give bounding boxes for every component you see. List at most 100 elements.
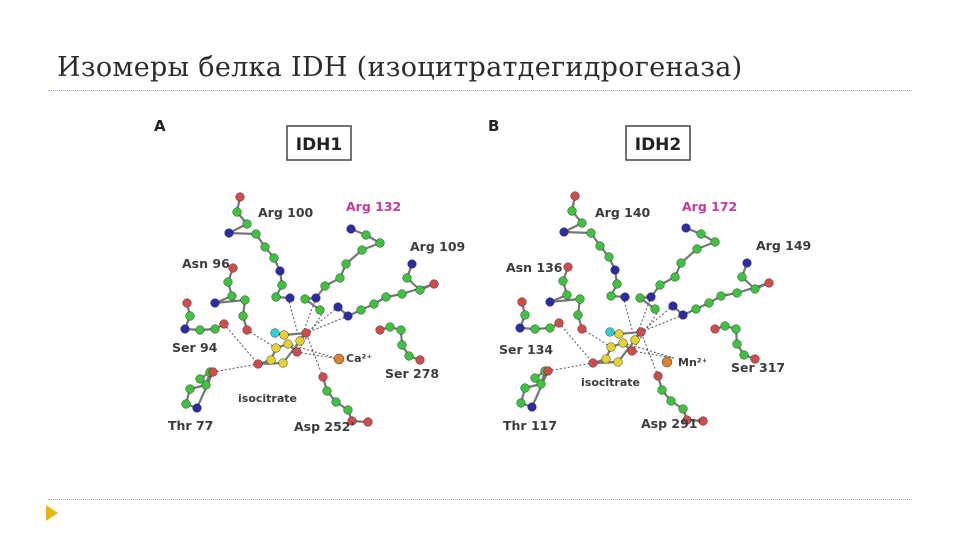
atom (279, 330, 289, 340)
atom (710, 237, 720, 247)
covalent-bond (282, 340, 301, 364)
panel-a-molecule (180, 192, 439, 427)
atom (361, 230, 371, 240)
panel-a: A IDH1 Arg 100 Arg 132 Arg 109 Asn 96 Se… (154, 117, 465, 434)
atom (520, 383, 530, 393)
hydrogen-bond (305, 306, 339, 334)
atom (605, 327, 615, 337)
atom (563, 262, 573, 272)
panel-b-label-arg-a: Arg 140 (595, 205, 651, 220)
atom (333, 353, 345, 365)
atom (530, 324, 540, 334)
panel-b-molecule (515, 191, 774, 426)
atom (240, 295, 250, 305)
atom (402, 273, 412, 283)
panel-b-label-arg-mut: Arg 172 (682, 199, 737, 214)
atom (210, 324, 220, 334)
atom (396, 325, 406, 335)
atom (208, 367, 218, 377)
atom (696, 229, 706, 239)
atom (407, 259, 417, 269)
atom (227, 291, 237, 301)
atom (543, 366, 553, 376)
atom (292, 347, 302, 357)
panel-a-label-asp: Asp 252' (294, 419, 354, 434)
atom (678, 404, 688, 414)
atom (720, 321, 730, 331)
atom (182, 298, 192, 308)
atom (277, 280, 287, 290)
atom (737, 272, 747, 282)
atom (260, 242, 270, 252)
atom (223, 277, 233, 287)
atom (620, 292, 630, 302)
panel-a-label-arg-b: Arg 109 (410, 239, 465, 254)
atom (670, 272, 680, 282)
atom (666, 396, 676, 406)
atom (732, 288, 742, 298)
atom (397, 340, 407, 350)
atom (271, 292, 281, 302)
atom (606, 342, 616, 352)
atom (545, 297, 555, 307)
panel-b-label-asn: Asn 136 (506, 260, 563, 275)
atom (295, 336, 305, 346)
panel-a-label-ser-a: Ser 94 (172, 340, 218, 355)
panel-a-label-asn: Asn 96 (182, 256, 230, 271)
panel-b-label-ser-b: Ser 317 (731, 360, 785, 375)
atom (520, 310, 530, 320)
atom (357, 245, 367, 255)
atom (285, 293, 295, 303)
atom (577, 324, 587, 334)
atom (614, 329, 624, 339)
atom (567, 206, 577, 216)
atom (375, 325, 385, 335)
atom (335, 273, 345, 283)
atom (668, 301, 678, 311)
atom (232, 207, 242, 217)
atom (573, 310, 583, 320)
atom (750, 354, 760, 364)
atom (516, 398, 526, 408)
panel-b-label-ligand: isocitrate (581, 376, 640, 389)
atom (698, 416, 708, 426)
atom (739, 350, 749, 360)
atom (554, 318, 564, 328)
atom (612, 279, 622, 289)
panel-a-enzyme-box (286, 125, 352, 161)
panel-a-label-ser-b: Ser 278 (385, 366, 439, 381)
panel-b-label-ser-a: Ser 134 (499, 342, 553, 357)
atom (369, 299, 379, 309)
atom (650, 304, 660, 314)
atom (320, 281, 330, 291)
atom (575, 294, 585, 304)
atom (595, 241, 605, 251)
atom (530, 373, 540, 383)
atom (283, 339, 293, 349)
atom (604, 252, 614, 262)
atom (210, 298, 220, 308)
covalent-bond (617, 339, 636, 363)
panel-a-label-ion: Ca²⁺ (346, 352, 372, 365)
footer-divider (48, 499, 912, 500)
atom (381, 292, 391, 302)
panel-b-enzyme-label: IDH2 (635, 135, 682, 155)
atom (181, 399, 191, 409)
atom (192, 403, 202, 413)
atom (278, 358, 288, 368)
atom (618, 338, 628, 348)
atom (636, 327, 646, 337)
panel-b-enzyme-box (625, 125, 691, 161)
atom (185, 384, 195, 394)
atom (429, 279, 439, 289)
atom (363, 417, 373, 427)
atom (732, 339, 742, 349)
atom (681, 223, 691, 233)
atom (691, 304, 701, 314)
atom (682, 415, 692, 425)
atom (356, 305, 366, 315)
atom (253, 359, 263, 369)
atom (235, 192, 245, 202)
panel-b-label-thr: Thr 117 (503, 418, 557, 433)
atom (692, 244, 702, 254)
